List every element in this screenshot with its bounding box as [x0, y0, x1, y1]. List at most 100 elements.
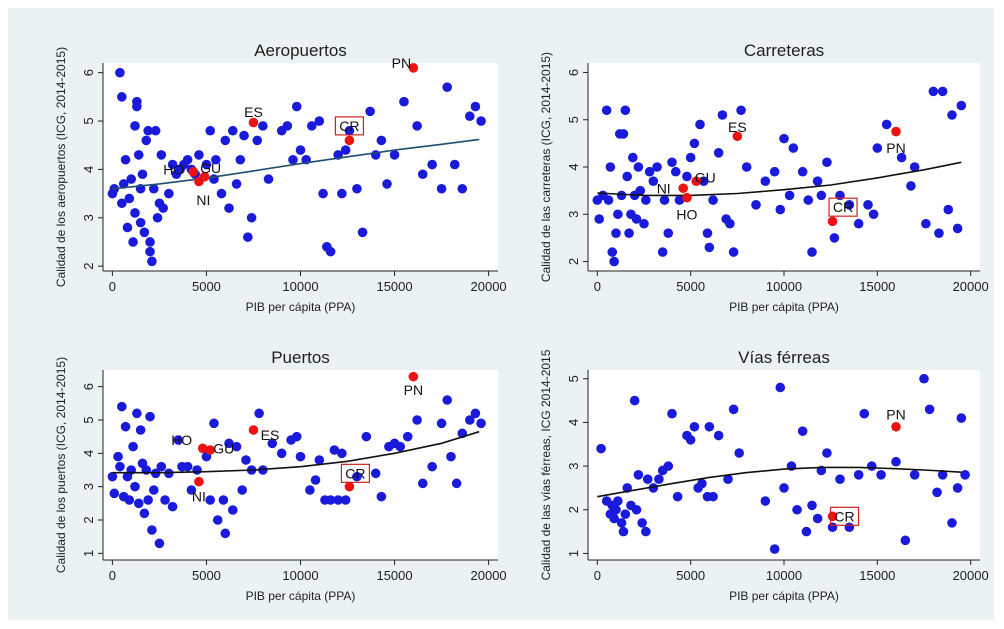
highlighted-point-gu	[205, 445, 216, 455]
data-point	[220, 135, 231, 146]
data-point	[399, 96, 409, 107]
y-tick-label: 2	[566, 506, 581, 513]
data-point	[909, 470, 920, 480]
highlighted-point-es	[248, 425, 259, 435]
data-point	[784, 190, 795, 201]
data-point	[239, 130, 249, 141]
y-tick-label: 5	[566, 116, 581, 123]
highlighted-point-es	[732, 131, 743, 142]
data-point	[141, 135, 152, 146]
data-point	[389, 150, 400, 160]
data-point	[118, 179, 129, 189]
data-point	[628, 152, 638, 163]
data-point	[276, 448, 287, 459]
data-point	[160, 495, 170, 505]
data-point	[725, 218, 735, 229]
data-point	[147, 256, 157, 267]
data-point	[164, 188, 174, 199]
y-axis-label: Calidad de los aeropuertos (ICG, 2014-20…	[54, 47, 68, 287]
data-point	[667, 408, 677, 419]
y-tick-label: 4	[566, 419, 581, 426]
data-point	[685, 435, 696, 445]
data-point	[728, 247, 739, 257]
data-point	[605, 162, 616, 172]
y-tick-label: 5	[81, 416, 96, 423]
data-point	[644, 166, 655, 177]
data-point	[956, 413, 967, 423]
data-point	[329, 445, 340, 455]
data-point	[607, 247, 618, 257]
data-point	[318, 188, 328, 199]
data-point	[126, 174, 137, 184]
y-tick-label: 3	[81, 214, 96, 221]
data-point	[698, 176, 709, 186]
data-point	[713, 430, 724, 441]
data-point	[211, 154, 221, 165]
data-point	[314, 116, 325, 126]
data-point	[657, 247, 668, 257]
y-tick-label: 3	[566, 462, 581, 469]
highlighted-point-ho	[682, 192, 692, 203]
data-point	[629, 395, 640, 406]
data-point	[252, 135, 263, 146]
highlighted-point-cr	[344, 135, 355, 146]
highlighted-point-pn	[891, 421, 901, 432]
data-point	[464, 111, 475, 122]
data-point	[139, 227, 150, 238]
y-tick-label: 2	[81, 516, 96, 523]
data-point	[779, 133, 789, 144]
data-point	[115, 67, 125, 78]
y-tick-label: 2	[566, 258, 581, 265]
data-point	[631, 504, 642, 515]
chart-title: Puertos	[271, 348, 330, 367]
data-point	[618, 129, 629, 139]
country-label-cr: CR	[833, 199, 853, 215]
data-point	[182, 461, 193, 472]
y-tick-label: 5	[81, 117, 96, 124]
data-point	[382, 179, 392, 189]
data-point	[641, 195, 651, 205]
data-point	[741, 162, 752, 172]
data-point	[139, 508, 150, 519]
data-point	[702, 228, 713, 238]
data-point	[205, 125, 216, 136]
data-point	[464, 415, 475, 425]
data-point	[192, 465, 202, 475]
data-point	[906, 181, 916, 191]
data-point	[143, 125, 153, 136]
plot-area	[588, 370, 980, 560]
data-point	[173, 435, 184, 445]
data-point	[609, 513, 619, 524]
data-point	[613, 496, 623, 506]
country-label-pn: PN	[404, 382, 423, 398]
country-label-gu: GU	[695, 169, 716, 185]
data-point	[417, 478, 428, 489]
data-point	[924, 404, 935, 415]
data-point	[635, 185, 646, 196]
data-point	[227, 125, 238, 136]
data-point	[132, 96, 142, 107]
x-axis-label: PIB per cápita (PPA)	[246, 300, 356, 314]
data-point	[663, 228, 674, 238]
x-tick-label: 20000	[471, 279, 507, 294]
data-point	[613, 209, 623, 220]
data-point	[231, 179, 242, 189]
data-point	[124, 193, 135, 204]
data-point	[803, 195, 814, 205]
data-point	[231, 441, 242, 452]
data-point	[596, 443, 606, 454]
data-point	[620, 509, 631, 519]
country-label-pn: PN	[886, 140, 905, 156]
x-tick-label: 10000	[282, 279, 318, 294]
data-point	[616, 190, 627, 201]
y-axis-label: Calidad de los puertos (ICG, 2014-2015)	[54, 357, 68, 573]
data-point	[457, 183, 468, 194]
data-point	[947, 518, 957, 528]
data-point	[218, 495, 229, 505]
data-point	[340, 495, 351, 505]
data-point	[156, 461, 167, 472]
data-point	[689, 421, 700, 432]
x-tick-label: 0	[594, 279, 601, 294]
data-point	[797, 166, 808, 177]
